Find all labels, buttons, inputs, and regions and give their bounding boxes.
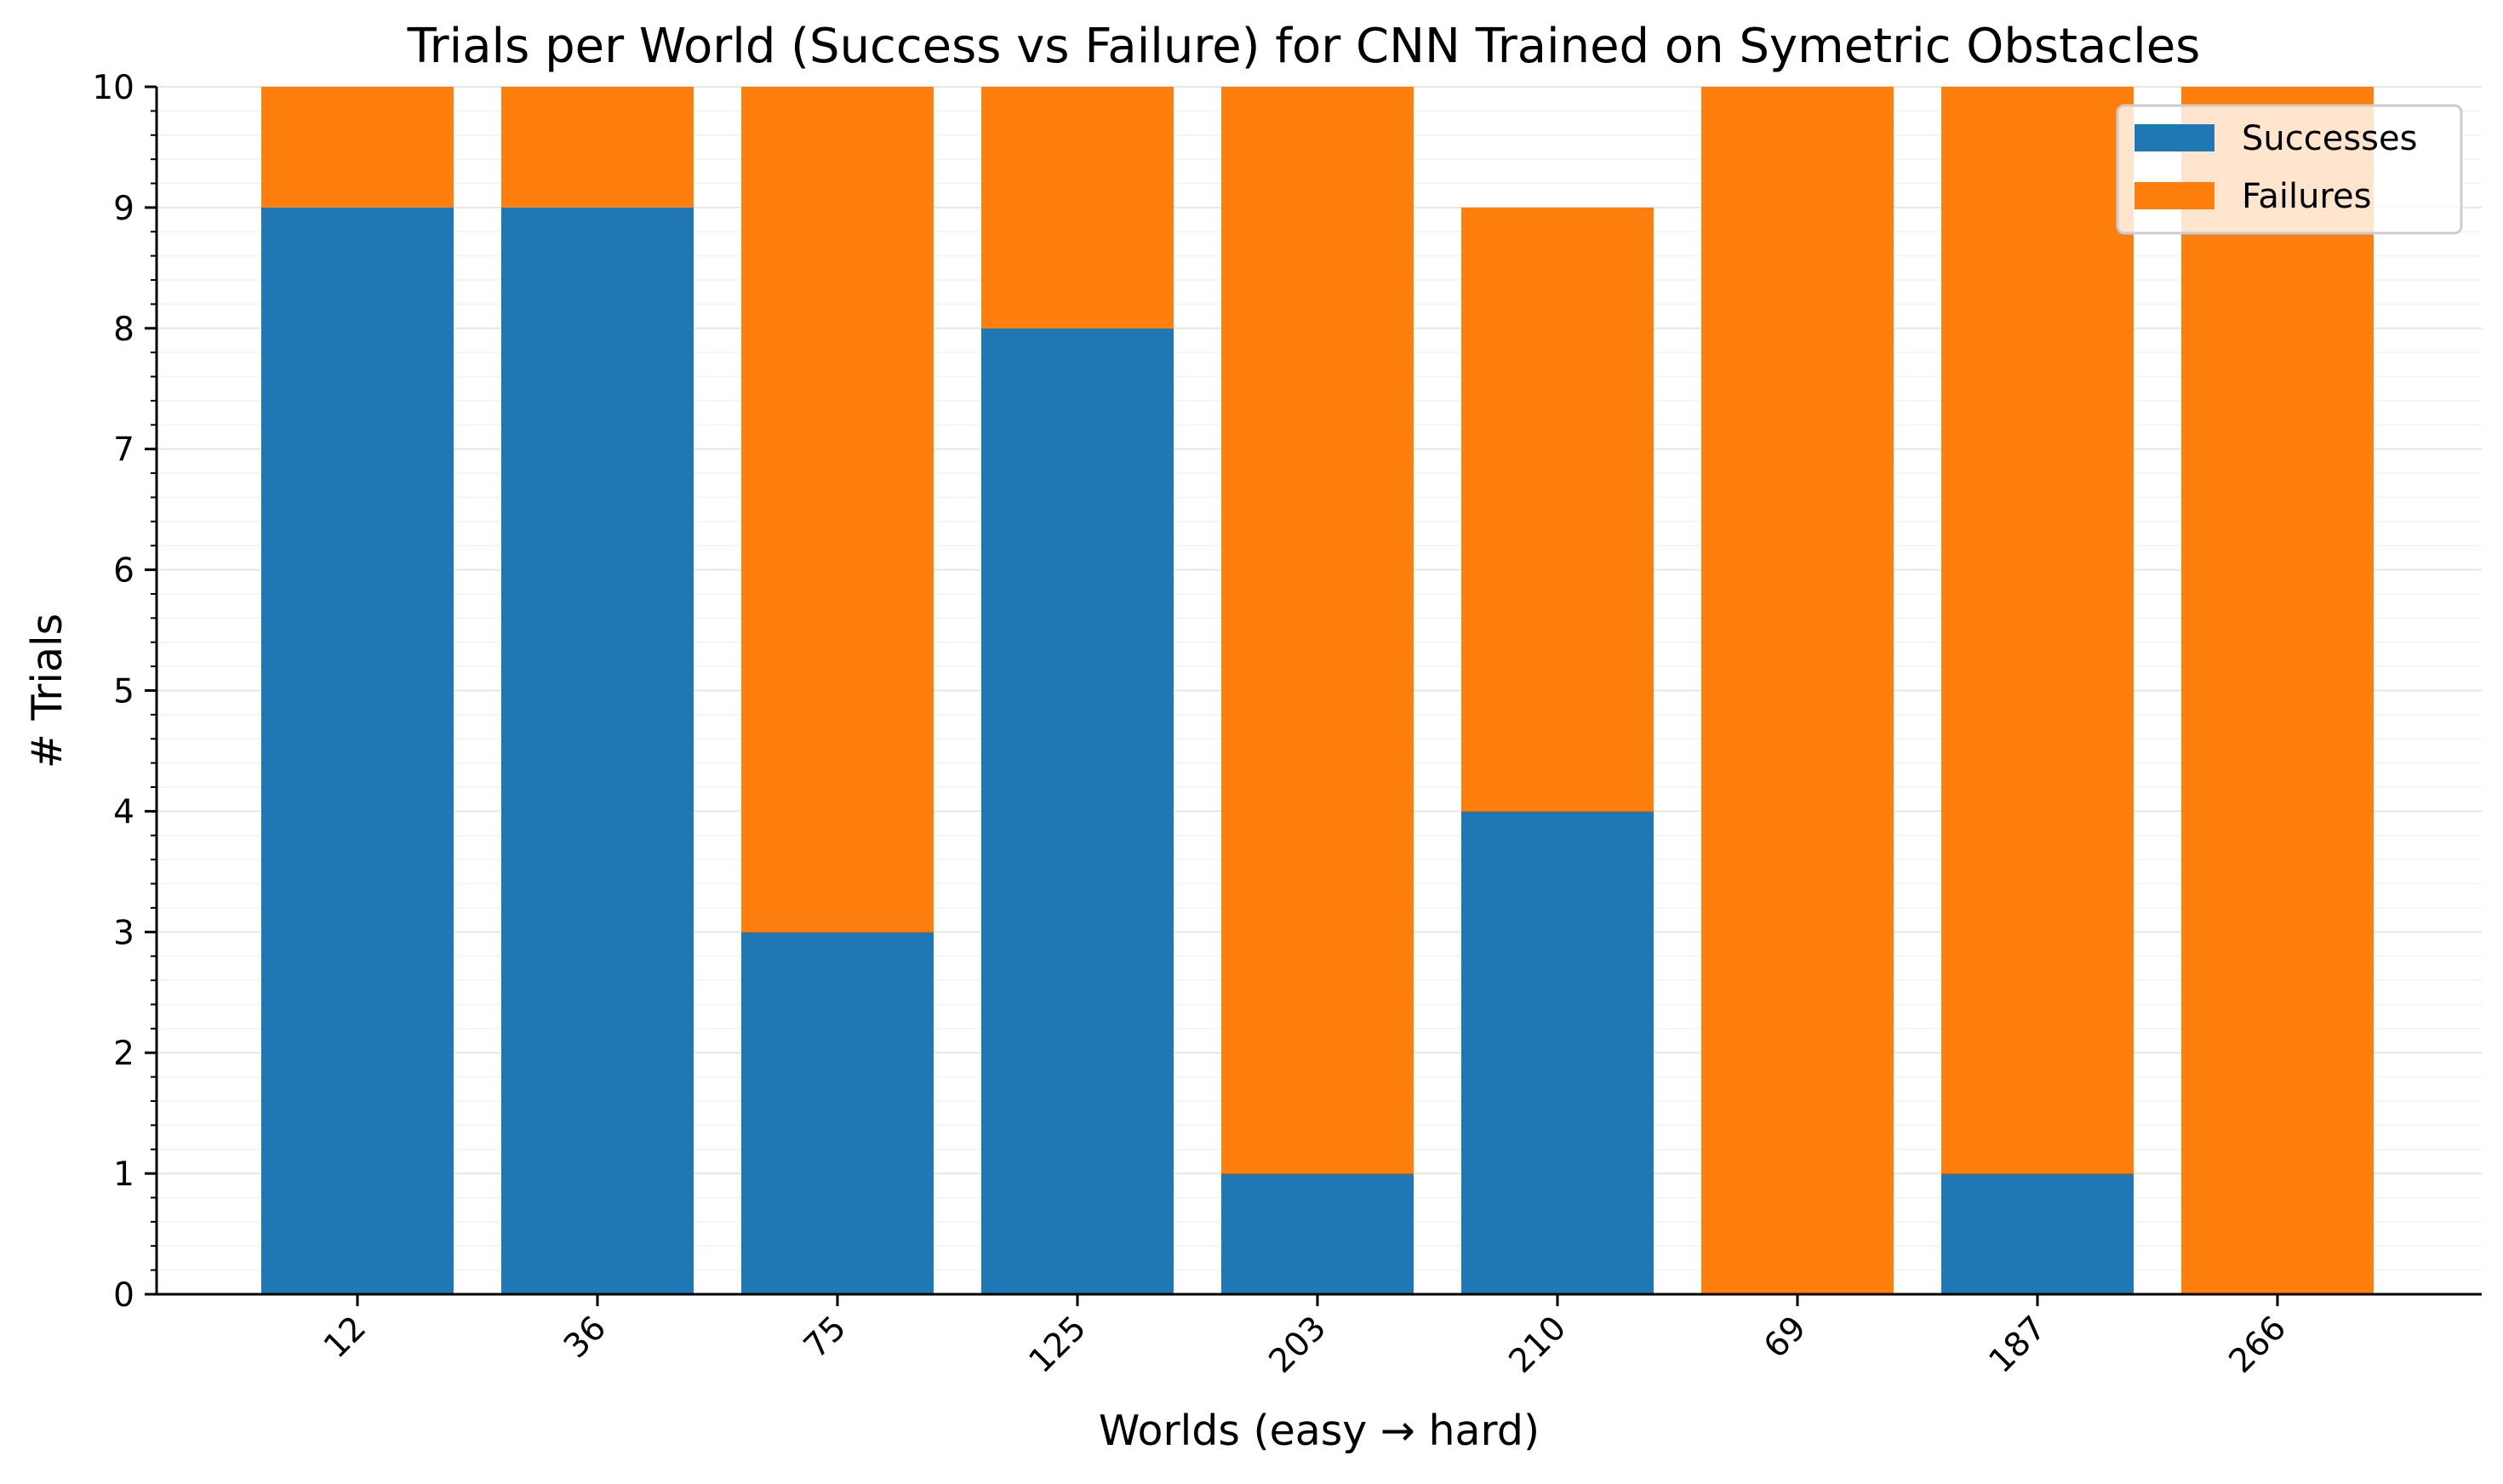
x-tick-label-125: 125 [1022,1309,1094,1380]
y-tick-label: 6 [113,552,134,591]
x-tick-label-75: 75 [797,1309,854,1366]
legend-label-failures: Failures [2242,177,2371,216]
bar-failures-12 [261,87,454,208]
x-axis-label: Worlds (easy → hard) [1099,1407,1540,1455]
x-tick-label-12: 12 [317,1309,374,1366]
bar-successes-75 [741,932,934,1294]
x-tick-label-69: 69 [1757,1309,1814,1366]
legend-swatch-failures [2134,182,2214,209]
bar-failures-69 [1701,87,1894,1294]
y-tick-label: 2 [113,1035,134,1073]
x-tick-label-36: 36 [557,1309,614,1366]
x-axis-ticks: 12 36 75 125 203 210 69 187 266 [317,1294,2294,1381]
x-tick-label-266: 266 [2222,1309,2294,1380]
bars [261,87,2374,1294]
bar-successes-125 [981,328,1174,1294]
y-tick-label: 7 [113,431,134,470]
y-tick-label: 10 [92,69,134,107]
y-tick-label: 1 [113,1156,134,1194]
y-tick-label: 0 [113,1276,134,1315]
y-tick-label: 8 [113,311,134,349]
y-tick-label: 9 [113,190,134,228]
legend: Successes Failures [2116,104,2463,235]
bar-failures-266 [2181,87,2374,1294]
y-tick-label: 3 [113,914,134,952]
legend-swatch-successes [2134,124,2214,151]
bar-successes-12 [261,207,454,1294]
y-axis-ticks: 0 1 2 3 4 5 6 7 8 9 10 [92,69,157,1315]
bar-successes-210 [1461,811,1654,1294]
bar-failures-203 [1221,87,1414,1174]
bar-failures-125 [981,87,1174,328]
bar-successes-187 [1941,1173,2134,1294]
y-tick-label: 4 [113,793,134,831]
bar-failures-36 [501,87,694,208]
chart-title: Trials per World (Success vs Failure) fo… [407,19,2201,74]
bar-failures-210 [1461,207,1654,812]
y-axis-label: # Trials [23,614,71,768]
bar-failures-187 [1941,87,2134,1174]
legend-label-successes: Successes [2242,119,2417,158]
bar-successes-203 [1221,1173,1414,1294]
x-tick-label-187: 187 [1982,1309,2054,1380]
bar-failures-75 [741,87,934,933]
x-tick-label-210: 210 [1502,1309,1574,1380]
y-tick-label: 5 [113,673,134,711]
x-tick-label-203: 203 [1262,1309,1334,1380]
bar-successes-36 [501,207,694,1294]
